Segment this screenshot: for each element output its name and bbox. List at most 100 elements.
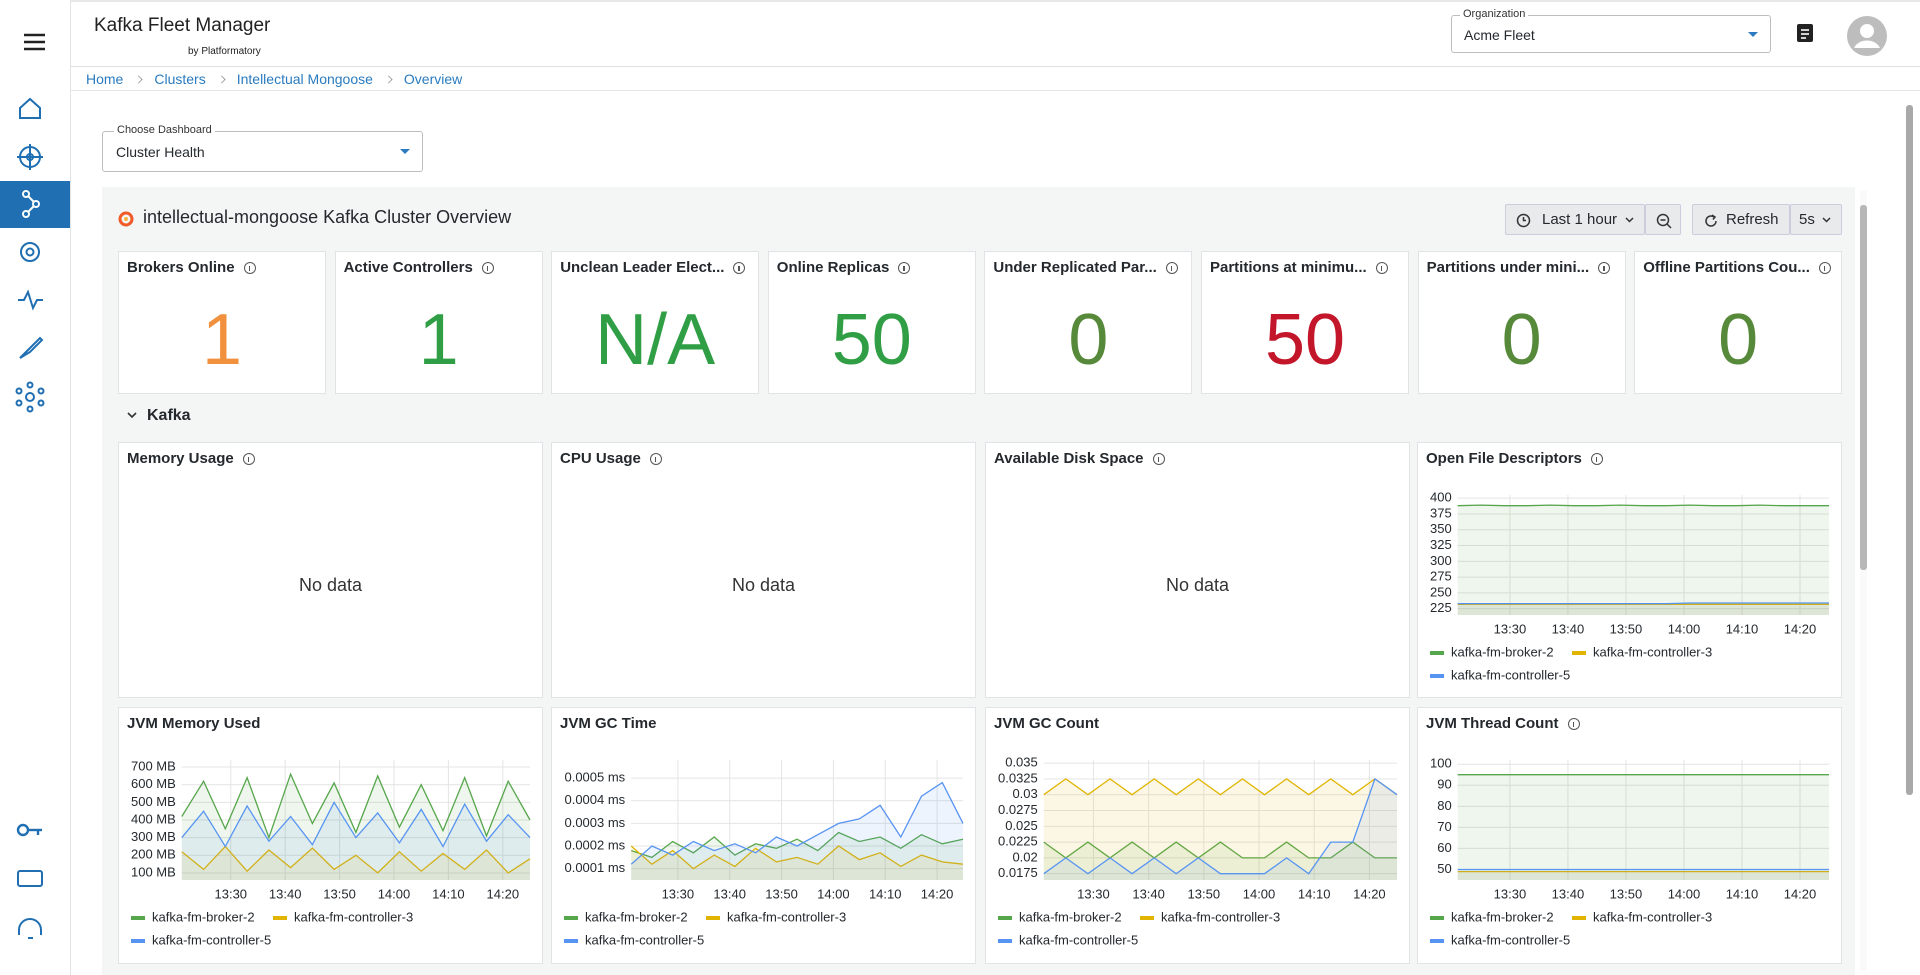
y-tick-label: 250 <box>1430 584 1452 599</box>
time-range: Last 1 hour <box>1542 211 1618 228</box>
topics-icon[interactable] <box>22 190 40 218</box>
support-icon[interactable] <box>18 918 42 939</box>
breadcrumb[interactable]: Overview <box>403 71 463 87</box>
panel-title: JVM GC Count <box>994 715 1099 732</box>
info-icon <box>1818 261 1831 274</box>
stat-panel: Active Controllers 1 <box>334 251 543 394</box>
legend-label: kafka-fm-controller-5 <box>1451 932 1570 947</box>
chart-panel: JVM GC Time 0.0001 ms 0.0002 ms 0.0003 ms 0.… <box>551 707 976 964</box>
stat-value: 1 <box>201 300 243 380</box>
x-tick-label: 14:10 <box>432 886 465 901</box>
area-fill <box>1457 603 1829 615</box>
inner-scroll-thumb[interactable] <box>1860 205 1867 570</box>
stat-value: 1 <box>418 300 459 380</box>
legend-label: kafka-fm-controller-3 <box>727 909 846 924</box>
x-tick-label: 13:50 <box>765 886 798 901</box>
clock-icon <box>1516 213 1531 228</box>
breadcrumb-separator <box>134 75 143 84</box>
menu-icon[interactable] <box>24 33 45 51</box>
info-icon <box>1152 452 1165 465</box>
series-line <box>630 781 964 865</box>
no-data: No data <box>298 575 363 595</box>
refresh-interval-button[interactable]: 5s <box>1790 204 1842 235</box>
legend-label: kafka-fm-broker-2 <box>1451 909 1554 924</box>
y-tick-label: 350 <box>1430 521 1452 536</box>
key-icon[interactable] <box>16 823 42 837</box>
info-icon <box>1590 452 1603 465</box>
area-fill <box>181 802 531 880</box>
series-line <box>1457 602 1829 605</box>
time-range-button[interactable]: Last 1 hour <box>1505 204 1645 235</box>
x-tick-label: 13:50 <box>1610 886 1643 901</box>
panel-title-row: Memory Usage <box>127 450 255 467</box>
zoom-icon <box>1656 213 1672 229</box>
y-tick-label: 0.0275 <box>998 802 1038 817</box>
series-line <box>1043 777 1398 875</box>
stat-panel: Under Replicated Par... 0 <box>984 251 1193 394</box>
settings-icon[interactable] <box>20 242 40 262</box>
y-tick-label: 0.0325 <box>998 770 1038 785</box>
legend-label: kafka-fm-controller-5 <box>1451 667 1570 682</box>
panel-title-row: Unclean Leader Elect... <box>560 259 746 276</box>
dashboard-select[interactable]: Choose Dashboard Cluster Health <box>102 124 423 172</box>
info-icon <box>898 261 911 274</box>
collapse-chevron[interactable] <box>127 412 137 420</box>
stat-panel: Unclean Leader Elect... N/A <box>551 251 760 394</box>
panel-title: Active Controllers <box>343 259 473 276</box>
org-select[interactable]: Organization Acme Fleet <box>1451 8 1771 53</box>
breadcrumb[interactable]: Home <box>86 71 124 87</box>
billing-icon[interactable] <box>17 870 43 887</box>
panel-title: Available Disk Space <box>994 450 1144 467</box>
y-tick-label: 300 <box>1430 553 1452 568</box>
panel-title: Partitions under mini... <box>1426 259 1590 276</box>
refresh-button[interactable]: Refresh <box>1692 204 1790 235</box>
org-caret <box>1748 32 1758 37</box>
monitor-icon[interactable] <box>18 289 43 311</box>
panel-title-row: Partitions under mini... <box>1427 259 1611 276</box>
y-tick-label: 0.035 <box>1005 755 1038 770</box>
series-line <box>181 845 531 874</box>
chart-panel: JVM Thread Count 50 60 70 80 90 100 13:30 13:40 1… <box>1417 707 1842 964</box>
y-tick-label: 60 <box>1437 840 1451 855</box>
series-line <box>630 831 964 859</box>
y-tick-label: 50 <box>1437 861 1451 876</box>
deploy-icon[interactable] <box>19 336 44 359</box>
section-title[interactable]: Kafka <box>147 407 191 424</box>
breadcrumb-separator <box>384 75 393 84</box>
page-scroll-thumb[interactable] <box>1906 105 1913 795</box>
y-tick-label: 0.0004 ms <box>564 792 625 807</box>
panel-title-row: Brokers Online <box>127 259 256 276</box>
panel-title: Offline Partitions Cou... <box>1643 259 1810 276</box>
panel-title: CPU Usage <box>560 450 641 467</box>
stat-panel: Partitions at minimu... 50 <box>1201 251 1409 394</box>
series-line <box>630 845 964 870</box>
panel-title-row: JVM GC Time <box>560 715 656 732</box>
info-icon <box>243 261 256 274</box>
refresh-icon <box>1705 214 1717 227</box>
y-tick-label: 200 MB <box>131 847 176 862</box>
breadcrumb[interactable]: Clusters <box>154 71 206 87</box>
x-tick-label: 13:30 <box>1494 886 1527 901</box>
legend-label: kafka-fm-controller-3 <box>1593 909 1712 924</box>
y-tick-label: 90 <box>1437 777 1451 792</box>
x-tick-label: 14:00 <box>1668 886 1701 901</box>
legend-label: kafka-fm-broker-2 <box>1451 644 1554 659</box>
avatar[interactable] <box>1846 15 1888 57</box>
breadcrumb[interactable]: Intellectual Mongoose <box>236 71 373 87</box>
x-tick-label: 14:00 <box>378 886 411 901</box>
sidebar-icons <box>0 33 70 939</box>
network-icon[interactable] <box>15 381 45 413</box>
y-tick-label: 0.02 <box>1012 849 1037 864</box>
panel-title-row: Under Replicated Par... <box>993 259 1178 276</box>
y-tick-label: 0.03 <box>1012 786 1037 801</box>
docs-icon[interactable] <box>1795 22 1815 44</box>
home-icon[interactable] <box>19 97 41 119</box>
breadcrumb-separator <box>217 75 226 84</box>
area-fill <box>181 846 531 880</box>
breadcrumbs: Home Clusters Intellectual Mongoose Overvie… <box>86 71 462 87</box>
panel-title: Online Replicas <box>776 259 890 276</box>
zoom-out-button[interactable] <box>1645 204 1681 235</box>
x-tick-label: 14:10 <box>1726 621 1759 636</box>
area-fill <box>1457 869 1829 880</box>
clusters-icon[interactable] <box>17 144 43 170</box>
